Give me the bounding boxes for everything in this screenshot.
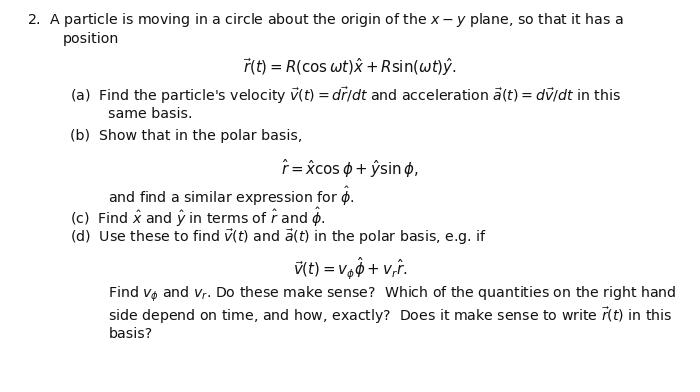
Text: $\hat{r} = \hat{x}\cos\phi + \hat{y}\sin\phi,$: $\hat{r} = \hat{x}\cos\phi + \hat{y}\sin… [281,158,419,180]
Text: basis?: basis? [108,327,153,341]
Text: $\vec{r}(t) = R(\cos \omega t)\hat{x} + R\sin(\omega t)\hat{y}.$: $\vec{r}(t) = R(\cos \omega t)\hat{x} + … [243,56,457,78]
Text: 2.  A particle is moving in a circle about the origin of the $x-y$ plane, so tha: 2. A particle is moving in a circle abou… [27,11,624,29]
Text: (a)  Find the particle's velocity $\vec{v}(t) = d\vec{r}/dt$ and acceleration $\: (a) Find the particle's velocity $\vec{v… [70,85,621,106]
Text: Find $v_\phi$ and $v_r$. Do these make sense?  Which of the quantities on the ri: Find $v_\phi$ and $v_r$. Do these make s… [108,285,677,304]
Text: (b)  Show that in the polar basis,: (b) Show that in the polar basis, [70,129,302,143]
Text: side depend on time, and how, exactly?  Does it make sense to write $\vec{r}(t)$: side depend on time, and how, exactly? D… [108,306,673,327]
Text: (c)  Find $\hat{x}$ and $\hat{y}$ in terms of $\hat{r}$ and $\hat{\phi}$.: (c) Find $\hat{x}$ and $\hat{y}$ in term… [70,206,326,229]
Text: position: position [63,32,120,46]
Text: (d)  Use these to find $\vec{v}(t)$ and $\vec{a}(t)$ in the polar basis, e.g. if: (d) Use these to find $\vec{v}(t)$ and $… [70,227,486,247]
Text: $\vec{v}(t) = v_{\phi}\hat{\phi} + v_r\hat{r}.$: $\vec{v}(t) = v_{\phi}\hat{\phi} + v_r\h… [293,256,407,282]
Text: same basis.: same basis. [108,107,193,121]
Text: and find a similar expression for $\hat{\phi}$.: and find a similar expression for $\hat{… [108,185,356,208]
